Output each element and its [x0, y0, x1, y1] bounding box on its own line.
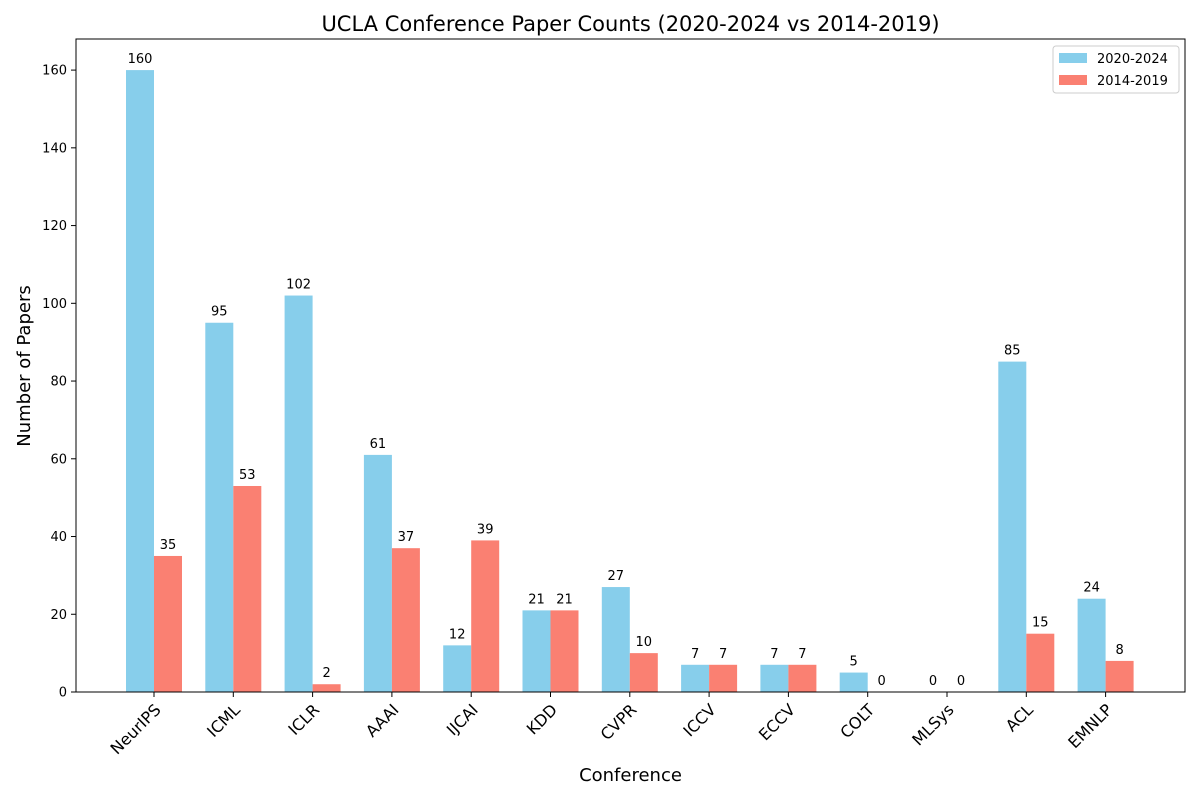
x-tick-label: MLSys — [908, 700, 957, 749]
y-tick-label: 100 — [42, 297, 67, 312]
data-label-kdd-2020-2024: 21 — [528, 592, 545, 607]
bar-acl-2020-2024 — [998, 361, 1027, 692]
y-tick-label: 80 — [50, 375, 67, 390]
y-tick-label: 140 — [42, 141, 67, 156]
data-label-mlsys-2014-2019: 0 — [957, 674, 965, 689]
bar-kdd-2020-2024 — [522, 610, 551, 692]
legend-label-2014-2019: 2014-2019 — [1097, 74, 1168, 89]
data-label-aaai-2014-2019: 37 — [398, 530, 415, 545]
data-label-mlsys-2020-2024: 0 — [929, 674, 937, 689]
data-label-acl-2020-2024: 85 — [1004, 344, 1021, 359]
x-tick-label: ACL — [1002, 700, 1037, 735]
data-label-colt-2020-2024: 5 — [850, 655, 858, 670]
plot-area-frame — [75, 38, 1186, 693]
x-tick-label: COLT — [836, 700, 878, 742]
legend-label-2020-2024: 2020-2024 — [1097, 52, 1168, 67]
data-label-cvpr-2020-2024: 27 — [608, 569, 625, 584]
bar-aaai-2020-2024 — [363, 454, 392, 692]
data-label-neurips-2014-2019: 35 — [160, 538, 177, 553]
data-label-colt-2014-2019: 0 — [878, 674, 886, 689]
data-label-neurips-2020-2024: 160 — [128, 52, 153, 67]
x-tick-label: EMNLP — [1064, 700, 1116, 752]
bar-cvpr-2014-2019 — [629, 653, 658, 692]
bar-emnlp-2014-2019 — [1105, 660, 1134, 692]
data-label-cvpr-2014-2019: 10 — [636, 635, 653, 650]
data-label-acl-2014-2019: 15 — [1032, 616, 1049, 631]
x-tick-label: IJCAI — [443, 700, 482, 739]
x-axis: NeurIPS ICML ICLR AAAI IJCAI KDD CVPR ICCV ECCV C… — [107, 692, 1116, 758]
bar-ijcai-2014-2019 — [471, 540, 500, 692]
bar-iccv-2014-2019 — [709, 664, 738, 692]
x-axis-label: Conference — [579, 765, 682, 786]
y-tick-label: 40 — [50, 530, 67, 545]
bar-aaai-2014-2019 — [391, 548, 420, 692]
bar-neurips-2020-2024 — [126, 70, 154, 693]
data-label-kdd-2014-2019: 21 — [556, 592, 573, 607]
bar-neurips-2014-2019 — [154, 555, 182, 692]
y-tick-label: 20 — [50, 608, 67, 623]
data-label-ijcai-2014-2019: 39 — [477, 522, 494, 537]
data-label-ijcai-2020-2024: 12 — [449, 627, 466, 642]
data-label-icml-2014-2019: 53 — [239, 468, 256, 483]
data-label-iccv-2014-2019: 7 — [719, 647, 727, 662]
data-label-aaai-2020-2024: 61 — [370, 437, 387, 452]
bar-iccv-2020-2024 — [681, 664, 710, 692]
bar-colt-2020-2024 — [839, 672, 868, 692]
bar-emnlp-2020-2024 — [1077, 598, 1106, 692]
bar-cvpr-2020-2024 — [601, 587, 630, 692]
x-tick-label: NeurIPS — [107, 700, 165, 758]
x-tick-label: ICML — [203, 700, 244, 741]
x-tick-label: AAAI — [362, 700, 403, 741]
bar-iclr-2014-2019 — [312, 684, 341, 692]
y-tick-label: 120 — [42, 219, 67, 234]
y-tick-label: 160 — [42, 64, 67, 79]
chart-title: UCLA Conference Paper Counts (2020-2024 … — [321, 12, 939, 36]
data-label-eccv-2014-2019: 7 — [798, 647, 806, 662]
data-label-emnlp-2020-2024: 24 — [1083, 581, 1100, 596]
data-labels-group: 160 35 95 53 102 2 61 37 12 39 21 21 27 10 7 7 7 7 5 0 0 0 85 1… — [128, 52, 1124, 689]
y-axis: 0 20 40 60 80 100 120 140 160 — [42, 64, 76, 701]
legend-swatch-2014-2019 — [1059, 75, 1087, 85]
y-axis-label: Number of Papers — [14, 285, 35, 446]
data-label-iclr-2020-2024: 102 — [286, 278, 311, 293]
x-tick-label: CVPR — [597, 700, 641, 744]
bar-icml-2014-2019 — [233, 485, 262, 692]
bar-ijcai-2020-2024 — [443, 645, 472, 692]
x-tick-label: ECCV — [755, 700, 799, 744]
data-label-iclr-2014-2019: 2 — [322, 666, 330, 681]
bars-group — [126, 70, 1134, 693]
x-tick-label: KDD — [523, 700, 561, 738]
x-tick-label: ICLR — [284, 700, 323, 739]
bar-acl-2014-2019 — [1026, 633, 1055, 692]
y-tick-label: 0 — [59, 686, 67, 701]
legend: 2020-2024 2014-2019 — [1052, 45, 1180, 94]
data-label-eccv-2020-2024: 7 — [770, 647, 778, 662]
bar-icml-2020-2024 — [205, 322, 234, 692]
bar-iclr-2020-2024 — [284, 295, 313, 692]
data-label-iccv-2020-2024: 7 — [691, 647, 699, 662]
x-tick-label: ICCV — [679, 700, 719, 740]
bar-kdd-2014-2019 — [550, 610, 579, 692]
data-label-icml-2020-2024: 95 — [211, 305, 228, 320]
bar-eccv-2014-2019 — [788, 664, 817, 692]
bar-eccv-2020-2024 — [760, 664, 789, 692]
data-label-emnlp-2014-2019: 8 — [1115, 643, 1123, 658]
legend-swatch-2020-2024 — [1059, 53, 1087, 63]
y-tick-label: 60 — [50, 452, 67, 467]
